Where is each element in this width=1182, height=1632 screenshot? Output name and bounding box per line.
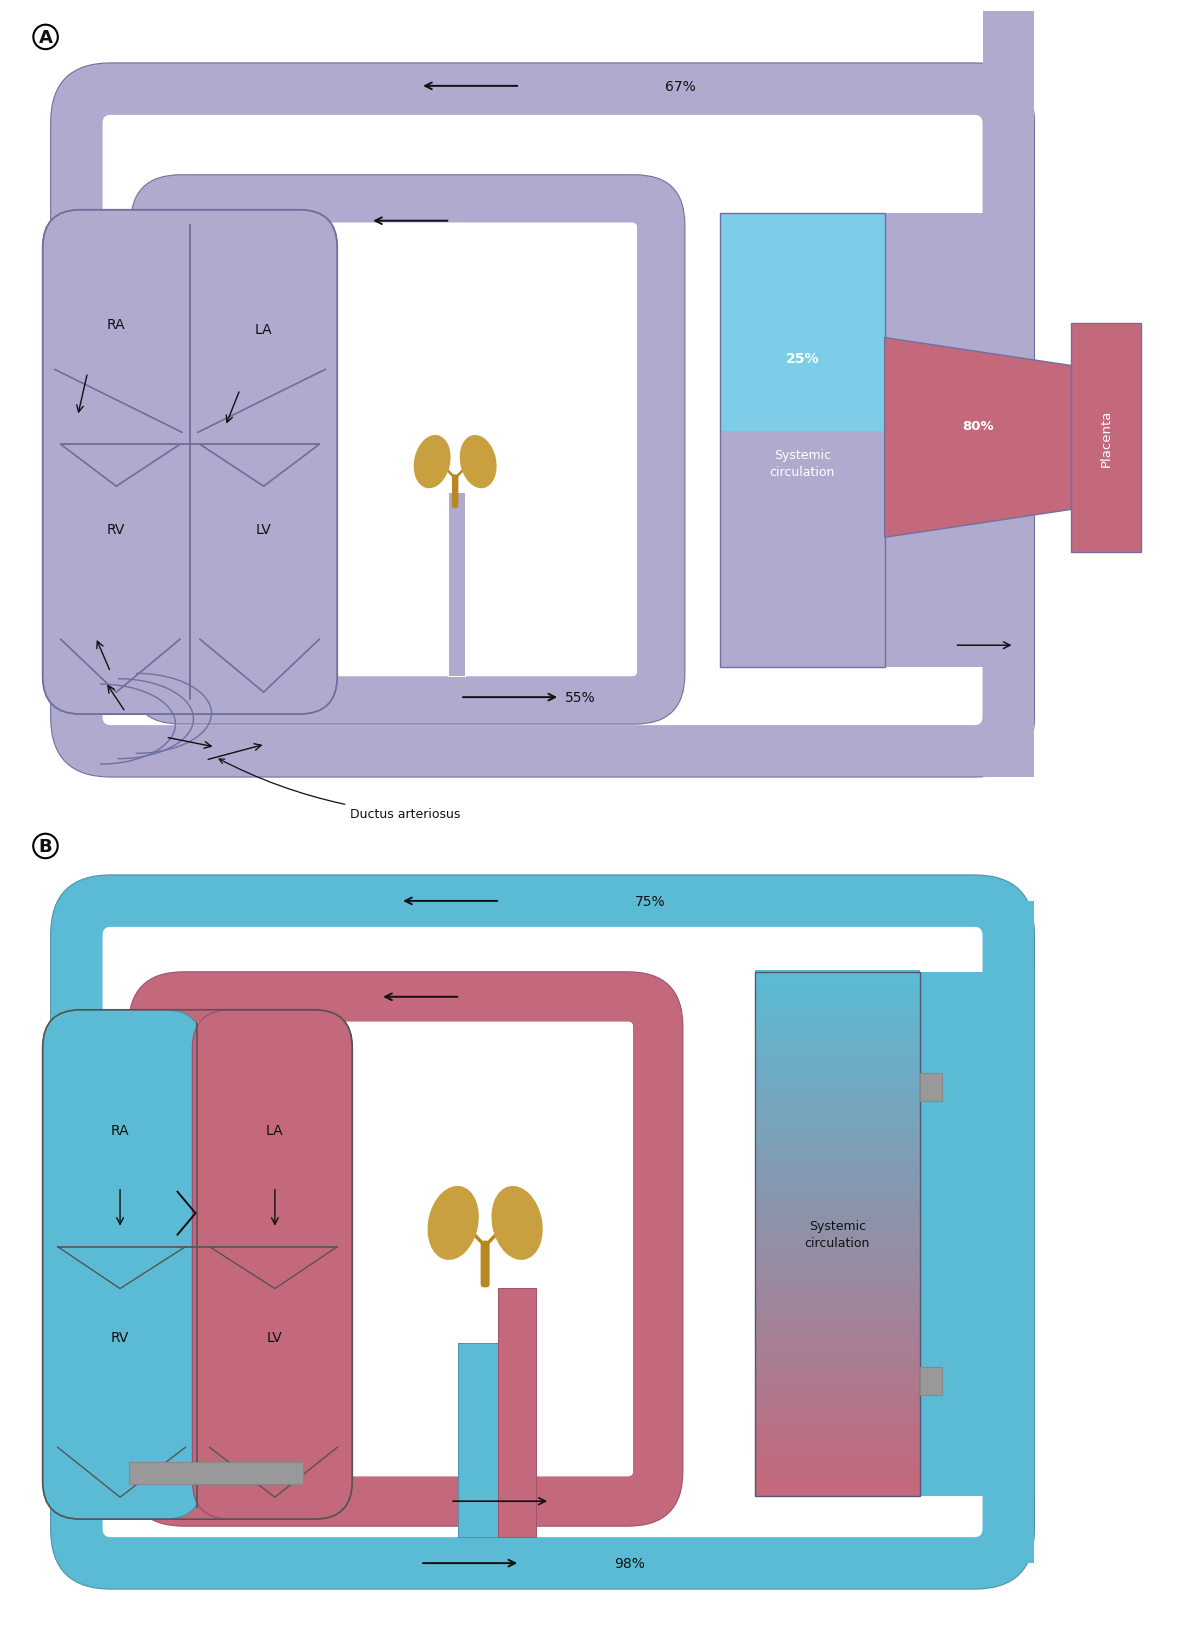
FancyBboxPatch shape [103, 927, 982, 1537]
Ellipse shape [492, 1186, 543, 1260]
FancyBboxPatch shape [129, 973, 683, 1526]
Bar [755, 1005, 920, 1025]
Text: RV: RV [108, 522, 125, 537]
FancyBboxPatch shape [452, 475, 459, 509]
Bar [720, 214, 884, 667]
Bar [755, 973, 920, 1497]
Ellipse shape [414, 436, 450, 490]
FancyBboxPatch shape [178, 1022, 632, 1477]
Bar [449, 494, 466, 677]
FancyBboxPatch shape [51, 64, 1034, 777]
Text: RV: RV [111, 1330, 129, 1343]
Text: RA: RA [108, 318, 125, 331]
Bar [755, 1180, 920, 1200]
FancyBboxPatch shape [178, 1022, 632, 1477]
Bar [755, 1075, 920, 1095]
FancyBboxPatch shape [103, 116, 982, 726]
Bar [755, 1425, 920, 1444]
Text: 67%: 67% [664, 80, 695, 93]
Bar [755, 1232, 920, 1252]
Text: LA: LA [255, 323, 272, 336]
FancyBboxPatch shape [130, 176, 684, 725]
Bar [755, 1459, 920, 1479]
FancyBboxPatch shape [51, 219, 330, 707]
Text: 25%: 25% [786, 353, 819, 366]
Ellipse shape [460, 436, 496, 490]
Bar [755, 1092, 920, 1111]
Bar [459, 1343, 502, 1537]
FancyBboxPatch shape [51, 875, 1034, 1590]
Bar [755, 1128, 920, 1147]
Bar [755, 1302, 920, 1322]
Text: 98%: 98% [615, 1557, 645, 1570]
Text: LV: LV [267, 1330, 282, 1343]
Bar [755, 1058, 920, 1077]
Bar [755, 1162, 920, 1182]
Bar [720, 214, 884, 431]
Bar [755, 1110, 920, 1129]
Bar [982, 901, 1034, 973]
Bar [755, 1250, 920, 1270]
Ellipse shape [428, 1186, 479, 1260]
Bar [755, 987, 920, 1007]
Bar [755, 1146, 920, 1164]
FancyBboxPatch shape [193, 1010, 352, 1519]
Bar [755, 1266, 920, 1286]
Bar [755, 1284, 920, 1304]
Bar [920, 973, 982, 1497]
Bar [755, 1023, 920, 1043]
Text: B: B [39, 837, 52, 855]
Bar [448, 493, 466, 677]
Bar [755, 969, 920, 989]
Bar [129, 1462, 304, 1483]
Text: Ductus arteriosus: Ductus arteriosus [219, 759, 461, 821]
Bar [755, 1477, 920, 1497]
Text: 80%: 80% [962, 419, 994, 432]
Bar [755, 1373, 920, 1392]
Text: A: A [39, 29, 52, 47]
Bar [755, 1320, 920, 1340]
Bar [755, 1214, 920, 1234]
Bar [720, 431, 884, 667]
FancyBboxPatch shape [178, 224, 637, 677]
Bar [755, 1337, 920, 1356]
Bar [982, 11, 1034, 214]
FancyBboxPatch shape [178, 224, 637, 677]
Bar [920, 1368, 942, 1395]
Bar [755, 1443, 920, 1461]
Bar [982, 1497, 1034, 1563]
Bar [982, 667, 1034, 777]
Polygon shape [884, 338, 1071, 539]
FancyBboxPatch shape [43, 1010, 202, 1519]
Text: LV: LV [255, 522, 272, 537]
Bar [755, 1355, 920, 1374]
Text: 75%: 75% [635, 894, 665, 909]
Text: 55%: 55% [565, 690, 596, 705]
Text: RA: RA [111, 1123, 129, 1138]
Bar [755, 1040, 920, 1059]
FancyBboxPatch shape [481, 1240, 489, 1288]
Bar [1071, 323, 1142, 553]
Bar [498, 1288, 537, 1537]
Text: Systemic
circulation: Systemic circulation [805, 1219, 870, 1248]
Text: LA: LA [266, 1123, 284, 1138]
Bar [884, 214, 982, 667]
FancyBboxPatch shape [43, 211, 337, 715]
Text: Placenta: Placenta [1100, 410, 1113, 467]
Bar [755, 1407, 920, 1426]
Bar [755, 1198, 920, 1217]
Bar [755, 1389, 920, 1408]
Bar [920, 1074, 942, 1102]
Text: Systemic
circulation: Systemic circulation [769, 449, 834, 478]
